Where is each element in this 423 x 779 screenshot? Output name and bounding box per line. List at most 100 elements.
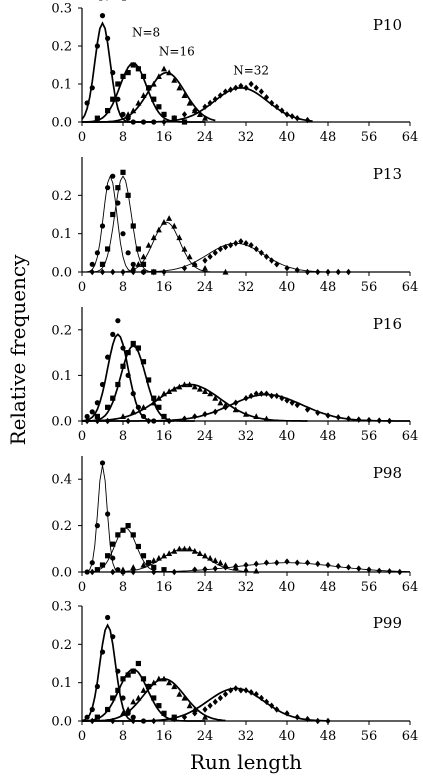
data-point [386, 417, 393, 425]
data-point [150, 234, 157, 241]
x-tick-label: 0 [78, 429, 86, 444]
data-point [212, 698, 218, 706]
data-point [196, 385, 203, 392]
data-point [253, 567, 260, 574]
x-tick-label: 8 [119, 280, 127, 295]
data-point [181, 245, 188, 252]
data-point [130, 223, 136, 229]
data-point [238, 82, 244, 90]
x-tick-label: 0 [78, 130, 86, 145]
series-diamond [82, 558, 410, 576]
data-point [161, 675, 167, 682]
data-point [105, 108, 111, 114]
data-point [386, 568, 393, 575]
data-point [253, 690, 259, 698]
data-point [156, 703, 162, 709]
data-point [99, 562, 106, 568]
data-point [233, 563, 239, 570]
data-point [263, 94, 270, 101]
y-tick-label: 0.3 [51, 600, 72, 615]
data-point [151, 568, 157, 576]
data-point [171, 115, 177, 122]
data-point [233, 399, 239, 406]
x-tick-label: 16 [156, 729, 173, 744]
data-point [263, 390, 270, 397]
series-square [82, 169, 164, 275]
y-tick-label: 0.3 [51, 2, 72, 17]
data-point [110, 555, 116, 561]
y-tick-label: 0.1 [51, 369, 72, 384]
data-point [191, 383, 198, 390]
data-point [89, 717, 95, 725]
data-point [99, 381, 106, 388]
data-point [105, 246, 111, 252]
data-point [289, 113, 295, 120]
x-tick-label: 24 [197, 729, 214, 744]
y-tick-label: 0.0 [51, 116, 72, 131]
data-point [243, 687, 249, 694]
data-point [89, 85, 95, 91]
x-tick-label: 32 [238, 280, 255, 295]
panel-p16: 0 8 16 24 32 40 48 56 64 0.0 0.1 0.2 P16 [51, 307, 418, 444]
annotation-label: N=32 [233, 64, 269, 78]
data-point [258, 390, 264, 397]
data-point [135, 261, 142, 267]
data-point [99, 261, 106, 267]
data-point [186, 99, 193, 106]
data-point [135, 345, 141, 351]
data-point [284, 558, 290, 565]
data-point [89, 568, 95, 576]
data-point [166, 417, 172, 425]
annotation-label: N=8 [132, 26, 160, 40]
data-point [217, 694, 223, 702]
data-point [130, 717, 136, 725]
data-point [202, 264, 208, 271]
data-point [105, 614, 111, 621]
data-point [376, 417, 382, 424]
data-point [120, 363, 126, 369]
data-point [99, 649, 106, 655]
data-point [161, 552, 167, 559]
data-point [94, 417, 100, 425]
y-tick-label: 0.0 [51, 715, 72, 730]
data-point [156, 104, 162, 110]
data-point [140, 687, 147, 693]
data-point [202, 388, 208, 394]
data-point [120, 268, 126, 276]
data-point [171, 683, 178, 690]
data-point [176, 234, 183, 241]
data-point [110, 541, 116, 547]
x-tick-label: 56 [361, 580, 378, 595]
data-point [120, 111, 126, 117]
x-tick-label: 64 [402, 130, 419, 145]
data-point [222, 564, 229, 571]
data-point [150, 80, 157, 87]
data-point [166, 388, 173, 394]
data-point [110, 173, 116, 179]
data-point [130, 261, 136, 267]
data-point [140, 359, 147, 365]
data-point [253, 413, 260, 420]
data-point [222, 268, 229, 275]
data-point [125, 250, 131, 256]
data-point [243, 566, 249, 573]
data-point [176, 383, 183, 390]
data-point [345, 564, 352, 571]
data-point [196, 550, 203, 557]
data-point [217, 92, 223, 99]
data-point [397, 568, 403, 576]
data-point [130, 564, 137, 570]
series-diamond [82, 685, 331, 725]
x-tick-label: 32 [238, 580, 255, 595]
data-point [125, 417, 131, 425]
data-point [356, 416, 362, 423]
x-tick-label: 0 [78, 580, 86, 595]
data-point [84, 100, 90, 106]
data-point [192, 710, 198, 717]
data-point [89, 560, 95, 566]
data-point [176, 84, 183, 91]
x-tick-label: 24 [197, 280, 214, 295]
data-point [279, 395, 285, 402]
x-tick-label: 64 [402, 429, 419, 444]
y-axis-label: Relative frequency [6, 254, 30, 446]
